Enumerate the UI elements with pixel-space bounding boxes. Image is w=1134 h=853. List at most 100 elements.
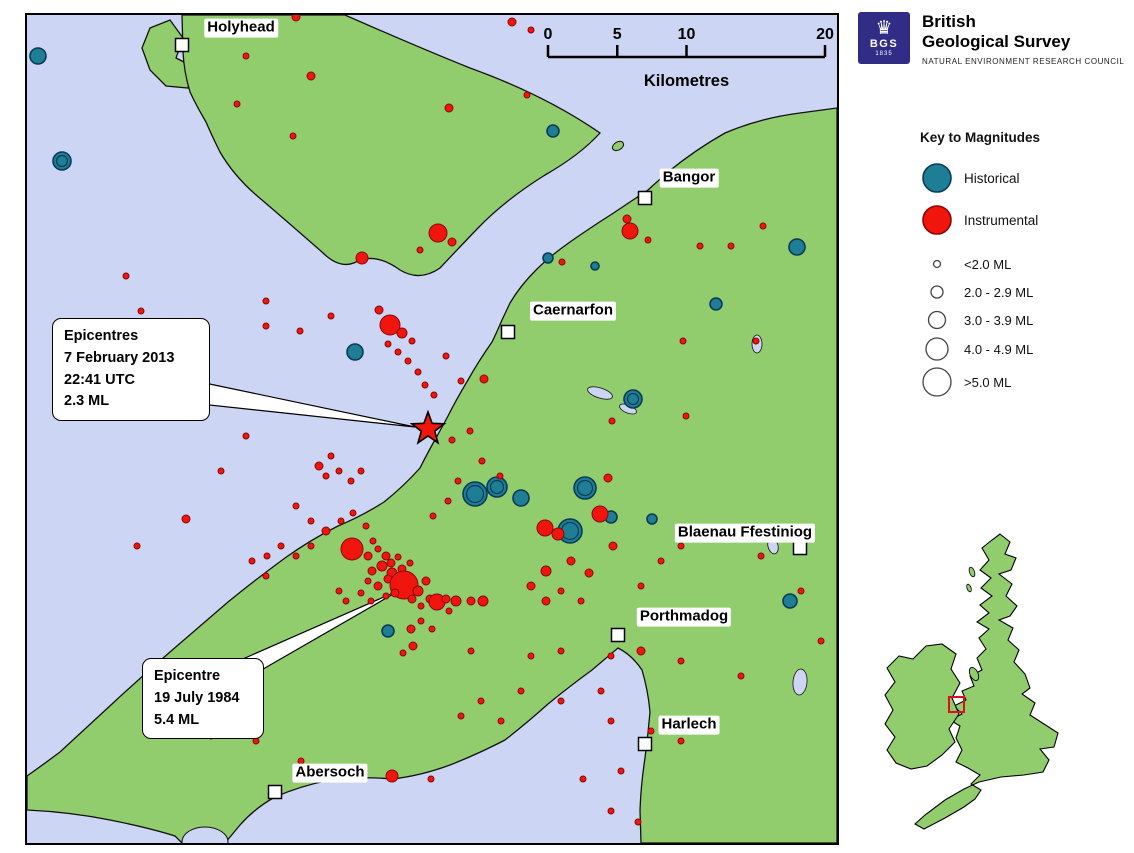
event-dot-historical-ring <box>55 154 69 168</box>
bgs-branding: ♛ BGS 1835 British Geological Survey NAT… <box>858 12 1124 66</box>
event-dot-instrumental <box>507 17 517 27</box>
bgs-name-line2: Geological Survey <box>922 31 1071 51</box>
inset-small-island <box>968 566 976 578</box>
legend-magnitude-circle <box>927 310 947 330</box>
event-dot-instrumental <box>677 737 685 745</box>
callout-line: 22:41 UTC <box>64 371 135 388</box>
event-dot-instrumental <box>386 558 396 568</box>
legend-magnitude-circle <box>925 337 949 361</box>
event-dot-historical <box>52 151 72 171</box>
event-dot-instrumental <box>307 517 315 525</box>
legend-category-instrumental: Instrumental <box>920 203 1040 237</box>
event-dot-instrumental <box>321 526 331 536</box>
event-dot-instrumental <box>417 602 425 610</box>
event-dot-instrumental <box>557 697 565 705</box>
event-dot-instrumental <box>647 727 655 735</box>
event-dot-instrumental <box>248 557 256 565</box>
legend-magnitude-label: 2.0 - 2.9 ML <box>964 284 1034 300</box>
callout-line: Epicentre <box>154 668 221 684</box>
event-dot-instrumental <box>347 477 355 485</box>
legend-category-label: Instrumental <box>964 212 1039 228</box>
event-dot-instrumental <box>679 337 687 345</box>
event-dot-instrumental <box>137 307 145 315</box>
event-dot-instrumental <box>428 625 436 633</box>
event-dot-instrumental <box>558 258 566 266</box>
legend-magnitude-row: 2.0 - 2.9 ML <box>920 279 1040 305</box>
inset-ireland <box>884 643 961 770</box>
town-markers-layer <box>174 37 808 800</box>
event-dot-instrumental <box>404 357 412 365</box>
callout-line: 19 July 1984 <box>154 689 240 706</box>
event-dot-instrumental <box>757 552 765 560</box>
event-dot-instrumental <box>817 637 825 645</box>
town-marker-harlech <box>637 736 653 752</box>
event-dot-historical <box>709 297 723 311</box>
event-dot-instrumental <box>407 594 417 604</box>
event-dot-instrumental <box>496 472 504 480</box>
anglesey-landmass <box>181 15 601 277</box>
legend-categories: Historical Instrumental <box>920 161 1040 237</box>
event-dot-instrumental <box>327 452 335 460</box>
event-dot-historical <box>546 124 560 138</box>
event-dot-instrumental <box>448 436 456 444</box>
event-dot-instrumental <box>382 592 390 600</box>
legend-magnitude-circle <box>932 259 942 269</box>
event-dot-instrumental <box>682 412 690 420</box>
event-dot-instrumental <box>447 237 457 247</box>
event-dot-instrumental <box>607 652 615 660</box>
event-dot-instrumental <box>444 103 454 113</box>
scale-unit-label: Kilometres <box>644 72 729 90</box>
event-dot-instrumental <box>466 427 474 435</box>
event-dot-instrumental <box>429 512 437 520</box>
event-dot-instrumental <box>262 297 270 305</box>
event-dot-instrumental <box>335 467 343 475</box>
event-dot-instrumental <box>292 502 300 510</box>
event-dot-instrumental <box>242 432 250 440</box>
event-dot-historical <box>381 624 395 638</box>
inset-great-britain <box>914 533 1059 830</box>
event-dot-instrumental <box>752 337 760 345</box>
event-dot-instrumental <box>467 647 475 655</box>
event-dot-instrumental <box>327 312 335 320</box>
event-dot-instrumental <box>457 712 465 720</box>
bay-inlet <box>181 826 229 843</box>
event-dot-instrumental <box>523 91 531 99</box>
event-dot-instrumental <box>296 327 304 335</box>
event-dot-instrumental <box>263 552 271 560</box>
event-dot-instrumental <box>337 517 345 525</box>
event-dot-instrumental <box>536 519 554 537</box>
event-dot-historical <box>782 593 798 609</box>
event-dot-instrumental <box>367 566 377 576</box>
legend-magnitude-row: >5.0 ML <box>920 365 1040 399</box>
event-dot-instrumental <box>603 473 613 483</box>
event-dot-instrumental <box>291 15 301 22</box>
event-dot-instrumental <box>621 222 639 240</box>
callout-epicentre-1984: Epicentre 19 July 1984 5.4 ML <box>142 658 264 740</box>
event-dot-instrumental <box>637 582 645 590</box>
event-dot-instrumental <box>677 657 685 665</box>
small-island <box>611 140 625 152</box>
scale-tick-label: 10 <box>678 26 696 43</box>
event-dot-instrumental <box>577 597 585 605</box>
event-dot-historical-ring <box>489 479 505 495</box>
event-dot-instrumental <box>364 577 372 585</box>
event-dot-instrumental <box>233 100 241 108</box>
event-dot-historical <box>646 513 658 525</box>
scale-tick-label: 20 <box>816 26 834 43</box>
scale-tick-label: 0 <box>544 26 553 43</box>
event-dot-historical <box>542 252 554 264</box>
event-dot-instrumental <box>677 542 685 550</box>
event-dot-instrumental <box>622 214 632 224</box>
bgs-subtitle: NATURAL ENVIRONMENT RESEARCH COUNCIL <box>922 57 1125 67</box>
callout-epicentre-2013: Epicentres 7 February 2013 22:41 UTC 2.3… <box>52 318 210 421</box>
event-dot-instrumental <box>597 687 605 695</box>
callout-line: 5.4 ML <box>154 711 200 728</box>
event-dot-instrumental <box>608 417 616 425</box>
event-dot-instrumental <box>727 242 735 250</box>
legend-magnitude-row: 4.0 - 4.9 ML <box>920 335 1040 363</box>
town-label-caernarfon: Caernarfon <box>529 301 617 321</box>
town-label-harlech: Harlech <box>658 715 720 735</box>
legend-category-circle <box>922 205 952 235</box>
bgs-name: British Geological Survey NATURAL ENVIRO… <box>922 12 1124 66</box>
